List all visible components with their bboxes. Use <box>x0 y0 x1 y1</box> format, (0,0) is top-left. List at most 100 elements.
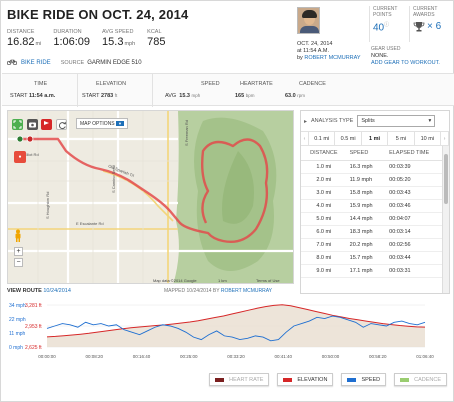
view-route-date-link[interactable]: 10/24/2014 <box>43 288 71 294</box>
awards-value[interactable]: × 6 <box>427 21 442 32</box>
table-row[interactable]: 9.0 mi 17.1 mph 00:03:31 <box>301 264 449 278</box>
table-row[interactable]: 8.0 mi 15.7 mph 00:03:44 <box>301 251 449 265</box>
tab-interval[interactable]: 0.1 mi <box>309 132 336 145</box>
summary-elev-start-label: START <box>82 93 100 99</box>
mapped-author-link[interactable]: ROBERT MCMURRAY <box>220 288 273 294</box>
legend-cadence[interactable]: CADENCE <box>394 373 447 386</box>
column-header[interactable]: SPEED <box>346 146 387 161</box>
x-tick-label: 00:25:00 <box>180 354 198 359</box>
split-distance: 8.0 mi <box>301 251 347 265</box>
table-row[interactable]: 4.0 mi 15.9 mph 00:03:46 <box>301 199 449 213</box>
workout-meta: OCT. 24, 2014 at 11:54 A.M. by ROBERT MC… <box>297 41 361 62</box>
column-header[interactable]: ELAPSED TIME <box>386 146 449 161</box>
split-distance: 4.0 mi <box>301 199 347 213</box>
stat-avg-speed: AVG SPEED 15.3mph <box>102 29 135 48</box>
stat-value: 15.3 <box>102 36 124 48</box>
mapped-info: MAPPED 10/24/2014 BY ROBERT MCMURRAY <box>164 288 272 294</box>
x-tick-label: 01:06:40 <box>416 354 434 359</box>
analysis-type-select[interactable]: Splits ▾ <box>357 115 436 127</box>
x-tick-label: 00:33:20 <box>227 354 245 359</box>
tab-interval[interactable]: 5 mi <box>388 132 415 145</box>
trophy-icon <box>413 21 425 32</box>
marker-icon[interactable] <box>41 119 52 130</box>
add-gear-link[interactable]: ADD GEAR TO WORKOUT. <box>371 60 440 66</box>
fullscreen-icon[interactable] <box>12 119 23 130</box>
stat-unit: mph <box>124 41 136 47</box>
map-scale: 1 km <box>218 278 227 283</box>
summary-hr-value: 165 <box>235 93 245 99</box>
chevron-left-icon[interactable]: ‹ <box>301 132 309 145</box>
workout-chart[interactable]: 34 mph 22 mph 11 mph 0 mph 3,281 ft 2,953 ft 2… <box>7 301 449 361</box>
split-distance: 2.0 mi <box>301 173 347 187</box>
split-elapsed: 00:03:14 <box>386 225 449 239</box>
chevron-down-icon: ▾ <box>428 118 432 124</box>
chevron-right-icon[interactable]: › <box>441 132 450 145</box>
info-icon[interactable]: ⓘ <box>384 22 390 28</box>
summary-speed-value: 15.3 <box>179 93 190 99</box>
map-options-button[interactable]: MAP OPTIONS ▼ <box>76 118 128 129</box>
route-map[interactable]: E Elliot Rd E Escalante Rd S Freeman Rd … <box>7 110 294 284</box>
split-speed: 18.3 mph <box>346 225 387 239</box>
table-row[interactable]: 3.0 mi 15.8 mph 00:03:43 <box>301 186 449 200</box>
split-speed: 14.4 mph <box>346 212 387 226</box>
workout-date: OCT. 24, 2014 <box>297 41 333 47</box>
table-row[interactable]: 2.0 mi 11.9 mph 00:05:20 <box>301 173 449 187</box>
stats-row: DISTANCE 16.82mi DURATION 1:06:09 AVG SP… <box>7 29 178 48</box>
road-label: S Freeman Rd <box>184 120 189 146</box>
gear-used: GEAR USED NONE. ADD GEAR TO WORKOUT. <box>371 46 440 67</box>
interval-tabs: ‹ 0.1 mi 0.5 mi 1 mi 5 mi 10 mi › <box>301 132 450 146</box>
legend-label: CADENCE <box>414 376 441 383</box>
speed-line <box>46 315 426 342</box>
road-label: S Houghton Rd <box>45 192 50 219</box>
tab-interval[interactable]: 0.5 mi <box>335 132 362 145</box>
mapped-by-label: BY <box>212 288 220 294</box>
stat-label: DURATION <box>53 29 82 35</box>
legend-elevation[interactable]: ELEVATION <box>277 373 334 386</box>
stat-value: 1:06:09 <box>53 36 91 48</box>
split-speed: 15.8 mph <box>346 186 387 200</box>
column-header[interactable]: DISTANCE <box>301 146 347 161</box>
map-attribution: Map data ©2014 Google <box>153 278 197 283</box>
tab-interval-active[interactable]: 1 mi <box>361 132 389 145</box>
points-value: 40 <box>373 22 385 34</box>
avatar[interactable] <box>297 7 320 34</box>
map-canvas: E Elliot Rd E Escalante Rd S Freeman Rd … <box>8 111 293 283</box>
left-axis-label: 34 mph <box>9 303 26 309</box>
table-row[interactable]: 1.0 mi 16.3 mph 00:03:39 <box>301 160 449 174</box>
view-route-row: VIEW ROUTE 10/24/2014 <box>7 288 71 294</box>
zoom-out-button[interactable]: − <box>14 258 23 267</box>
awards-label: CURRENT AWARDS <box>413 6 438 18</box>
zoom-in-button[interactable]: + <box>14 247 23 256</box>
summary-cad-unit: rpm <box>297 93 305 98</box>
page-title: BIKE RIDE ON OCT. 24, 2014 <box>7 7 189 22</box>
right-axis-label: 2,953 ft <box>25 324 42 330</box>
summary-cad-value: 63.0 <box>285 93 296 99</box>
pegman-icon[interactable] <box>13 229 23 242</box>
legend-heart-rate[interactable]: HEART RATE <box>209 373 270 386</box>
legend-speed[interactable]: SPEED <box>341 373 387 386</box>
split-speed: 11.9 mph <box>346 173 387 187</box>
summary-cadence-heading: CADENCE <box>299 81 326 87</box>
mapped-label: MAPPED 10/24/2014 <box>164 288 212 294</box>
camera-icon[interactable] <box>27 119 38 130</box>
x-tick-label: 00:16:40 <box>133 354 151 359</box>
summary-heartrate-heading: HEARTRATE <box>240 81 273 87</box>
table-row[interactable]: 7.0 mi 20.2 mph 00:02:56 <box>301 238 449 252</box>
tab-interval[interactable]: 10 mi <box>415 132 442 145</box>
summary-elevation-heading: ELEVATION <box>96 81 127 87</box>
map-pin-icon[interactable]: ● <box>14 151 26 163</box>
map-terms: Terms of Use <box>256 278 280 283</box>
author-link[interactable]: ROBERT MCMURRAY <box>304 55 361 61</box>
table-row[interactable]: 6.0 mi 18.3 mph 00:03:14 <box>301 225 449 239</box>
left-axis-label: 0 mph <box>9 345 23 351</box>
scrollbar[interactable] <box>442 146 449 293</box>
stat-value: 16.82 <box>7 36 35 48</box>
collapse-arrow-icon[interactable]: ▸ <box>304 118 308 125</box>
stat-unit: mi <box>35 41 42 47</box>
activity-type-link[interactable]: BIKE RIDE <box>21 59 51 66</box>
refresh-icon[interactable] <box>56 119 67 130</box>
table-row[interactable]: 5.0 mi 14.4 mph 00:04:07 <box>301 212 449 226</box>
split-distance: 7.0 mi <box>301 238 347 252</box>
x-tick-label: 00:50:00 <box>322 354 340 359</box>
